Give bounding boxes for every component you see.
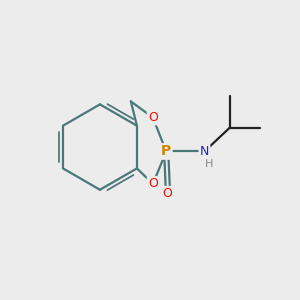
Text: O: O bbox=[163, 187, 172, 200]
Text: P: P bbox=[161, 145, 171, 158]
Text: N: N bbox=[200, 145, 209, 158]
Text: O: O bbox=[148, 111, 158, 124]
Text: H: H bbox=[205, 159, 213, 169]
Text: O: O bbox=[148, 177, 158, 190]
